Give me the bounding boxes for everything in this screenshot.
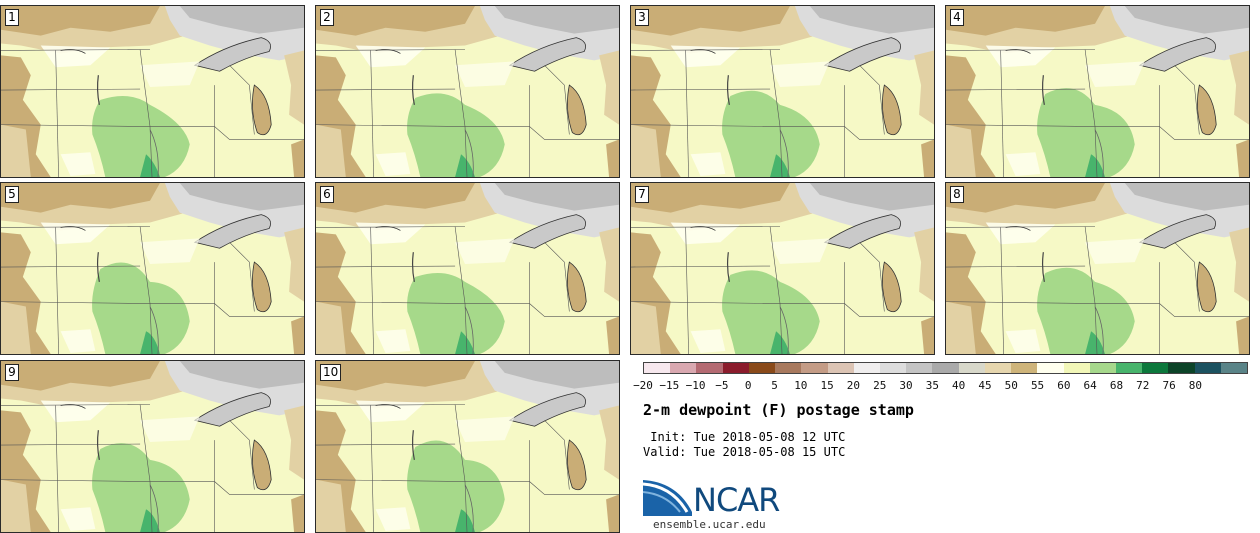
colorbar-segment (932, 363, 959, 373)
colorbar-segment (1115, 363, 1143, 373)
stamp-label: 4 (950, 9, 964, 26)
colorbar-segment (696, 363, 723, 373)
colorbar-tick-label: −20 (633, 379, 653, 392)
stamp-label: 9 (5, 364, 19, 381)
colorbar-tick-label: 80 (1188, 379, 1203, 392)
colorbar-tick-label: 64 (1083, 379, 1097, 392)
colorbar-tick-label: 10 (794, 379, 808, 392)
stamp-panel: 7 (630, 182, 935, 355)
stamp-label: 8 (950, 186, 964, 203)
colorbar-tick-label: 55 (1030, 379, 1045, 392)
init-time: Init: Tue 2018-05-08 12 UTC (643, 430, 846, 444)
colorbar-segment (984, 363, 1012, 373)
colorbar-tick-label: 45 (978, 379, 992, 392)
colorbar-segment (958, 363, 985, 373)
colorbar-segment (644, 363, 671, 373)
colorbar-tick-label: 25 (873, 379, 887, 392)
colorbar-tick-label: 50 (1004, 379, 1018, 392)
colorbar-tick-label: 15 (820, 379, 834, 392)
stamp-label: 2 (320, 9, 334, 26)
colorbar-segment (775, 363, 802, 373)
stamp-panel: 10 (315, 360, 620, 533)
colorbar-segment (1011, 363, 1038, 373)
colorbar-segment (748, 363, 776, 373)
stamp-label: 10 (320, 364, 342, 381)
colorbar-segment (1194, 363, 1221, 373)
stamp-panel: 1 (0, 5, 305, 178)
colorbar-tick-label: 20 (846, 379, 861, 392)
plot-title: 2-m dewpoint (F) postage stamp (643, 401, 914, 419)
colorbar-tick-label: 5 (771, 379, 778, 392)
colorbar-tick-label: −5 (715, 379, 729, 392)
colorbar-tick-label: 72 (1136, 379, 1150, 392)
colorbar-segment (1089, 363, 1116, 373)
colorbar-segment (1063, 363, 1090, 373)
stamp-label: 3 (635, 9, 649, 26)
stamp-panel: 9 (0, 360, 305, 533)
colorbar-tick-label: 76 (1162, 379, 1176, 392)
colorbar-ticks: −20 −15 −10 −5 0 5 10 15 20 25 30 35 40 45 50 55 60 64 68 7… (633, 376, 1248, 392)
stamp-label: 7 (635, 186, 649, 203)
colorbar-tick-label: 30 (899, 379, 913, 392)
colorbar-segment (670, 363, 697, 373)
colorbar-tick-label: 68 (1109, 379, 1124, 392)
valid-time: Valid: Tue 2018-05-08 15 UTC (643, 445, 846, 459)
colorbar-tick-label: 0 (744, 379, 752, 392)
colorbar-tick-label: −15 (659, 379, 680, 392)
colorbar-tick-label: −10 (685, 379, 706, 392)
stamp-label: 5 (5, 186, 19, 203)
ncar-logo-icon (642, 480, 692, 516)
colorbar-segment (1168, 363, 1195, 373)
stamp-label: 6 (320, 186, 334, 203)
colorbar-segment (906, 363, 933, 373)
colorbar-segment (1037, 363, 1064, 373)
colorbar-tick-label: 60 (1057, 379, 1071, 392)
colorbar-tick-label: 40 (952, 379, 966, 392)
colorbar-tick-label: 35 (925, 379, 939, 392)
stamp-panel: 8 (945, 182, 1250, 355)
colorbar-segment (1142, 363, 1169, 373)
stamp-label: 1 (5, 9, 19, 26)
colorbar-segment (722, 363, 749, 373)
colorbar (643, 362, 1248, 374)
stamp-panel: 2 (315, 5, 620, 178)
colorbar-segment (801, 363, 828, 373)
stamp-panel: 6 (315, 182, 620, 355)
colorbar-segment (853, 363, 880, 373)
stamp-panel: 3 (630, 5, 935, 178)
stamp-panel: 4 (945, 5, 1250, 178)
colorbar-segment (1220, 363, 1248, 373)
ncar-logo-text: NCAR (693, 481, 780, 519)
stamp-panel: 5 (0, 182, 305, 355)
ensemble-url: ensemble.ucar.edu (653, 518, 766, 531)
colorbar-segment (879, 363, 907, 373)
colorbar-segment (827, 363, 854, 373)
